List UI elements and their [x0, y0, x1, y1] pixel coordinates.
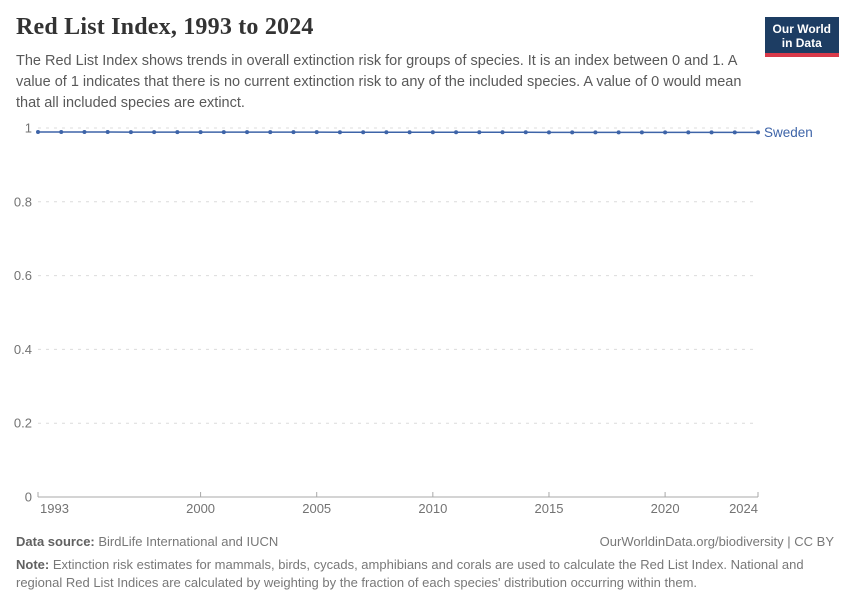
- data-point: [616, 130, 621, 135]
- data-point: [291, 130, 296, 135]
- y-tick-label-0.4: 0.4: [14, 342, 32, 357]
- chart-note: Note: Extinction risk estimates for mamm…: [16, 556, 806, 592]
- data-point: [756, 130, 760, 135]
- data-point: [82, 130, 87, 135]
- data-source: Data source: BirdLife International and …: [16, 533, 278, 550]
- data-point: [198, 130, 203, 135]
- data-source-label: Data source:: [16, 534, 95, 549]
- data-point: [546, 130, 551, 135]
- data-point: [407, 130, 412, 135]
- data-point: [663, 130, 668, 135]
- data-point: [152, 130, 157, 135]
- note-text: Extinction risk estimates for mammals, b…: [16, 557, 804, 590]
- page-title: Red List Index, 1993 to 2024: [16, 14, 314, 40]
- credit-link: OurWorldinData.org/biodiversity | CC BY: [599, 534, 834, 549]
- owid-logo[interactable]: Our World in Data: [764, 17, 839, 57]
- data-point: [477, 130, 482, 135]
- data-point: [59, 130, 64, 135]
- data-point: [686, 130, 691, 135]
- x-tick-label-2024: 2024: [729, 501, 758, 516]
- y-tick-label-1: 1: [25, 121, 32, 136]
- data-point: [314, 130, 319, 135]
- x-tick-label-1993: 1993: [40, 501, 69, 516]
- data-point: [245, 130, 250, 135]
- chart-footer: Data source: BirdLife International and …: [16, 533, 834, 592]
- data-point: [430, 130, 435, 135]
- data-point: [175, 130, 180, 135]
- x-tick-label-2010: 2010: [418, 501, 447, 516]
- data-point: [128, 130, 133, 135]
- note-label: Note:: [16, 557, 50, 572]
- chart-subtitle: The Red List Index shows trends in overa…: [16, 53, 742, 111]
- data-point: [593, 130, 598, 135]
- y-tick-label-0: 0: [25, 490, 32, 505]
- owid-logo-line1: Our World: [772, 22, 831, 36]
- y-tick-label-0.2: 0.2: [14, 416, 32, 431]
- data-point: [500, 130, 505, 135]
- data-point: [221, 130, 226, 135]
- x-tick-label-2005: 2005: [302, 501, 331, 516]
- data-point: [105, 130, 110, 135]
- data-point: [570, 130, 575, 135]
- data-point: [384, 130, 389, 135]
- owid-logo-line2: in Data: [781, 36, 822, 50]
- data-point: [639, 130, 644, 135]
- y-tick-label-0.6: 0.6: [14, 268, 32, 283]
- data-point: [268, 130, 273, 135]
- data-point: [454, 130, 459, 135]
- series-label-sweden[interactable]: Sweden: [764, 125, 813, 140]
- x-tick-label-2020: 2020: [651, 501, 680, 516]
- data-point: [732, 130, 737, 135]
- data-point: [36, 130, 40, 135]
- y-tick-label-0.8: 0.8: [14, 194, 32, 209]
- data-point: [523, 130, 528, 135]
- x-tick-label-2000: 2000: [186, 501, 215, 516]
- data-point: [709, 130, 714, 135]
- x-tick-label-2015: 2015: [535, 501, 564, 516]
- data-point: [361, 130, 366, 135]
- line-chart: 0 0.2 0.4 0.6 0.8 1 1993 2000 2005 2010 2015 2020 20…: [14, 121, 813, 517]
- data-point: [337, 130, 342, 135]
- data-source-value: BirdLife International and IUCN: [94, 534, 279, 549]
